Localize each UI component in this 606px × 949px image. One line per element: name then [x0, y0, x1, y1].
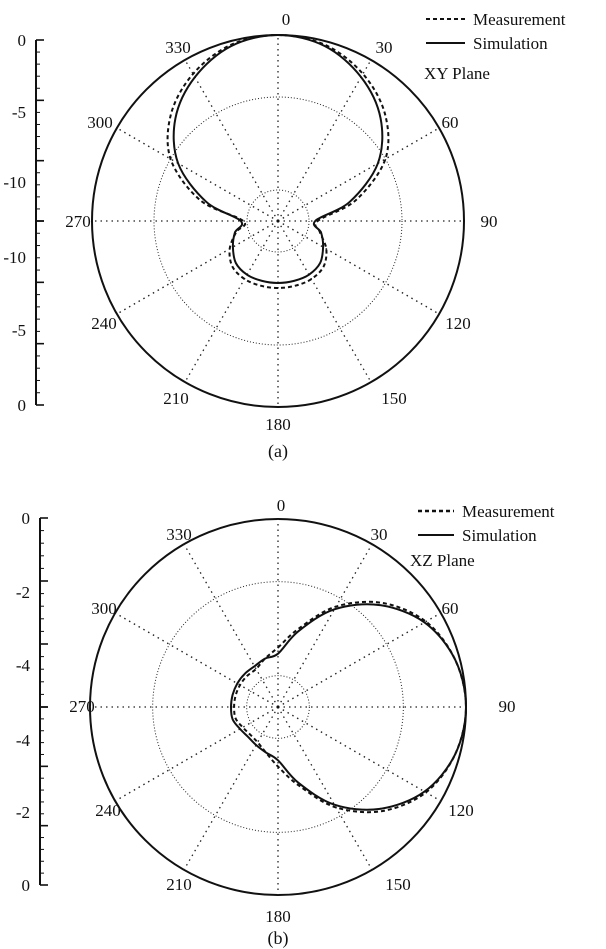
angle-label: 60: [442, 113, 459, 132]
radial-tick-label: 0: [18, 31, 27, 50]
legend-label-measurement: Measurement: [462, 502, 555, 521]
series-group-b: [229, 600, 468, 814]
radial-axis-a: 0 -5 -10 -10 -5 0: [3, 31, 44, 415]
grid-spoke: [277, 220, 440, 315]
angle-label: 270: [69, 697, 95, 716]
radial-axis-ticks-a: [36, 39, 44, 406]
radial-tick-label: -10: [3, 248, 26, 267]
angle-label: 330: [166, 525, 192, 544]
panel-caption-b: (b): [268, 928, 289, 949]
angle-label: 210: [166, 875, 192, 894]
grid-spoke: [184, 220, 279, 383]
angle-label: 150: [381, 389, 407, 408]
radial-tick-label: -2: [16, 583, 30, 602]
radial-tick-label: -5: [12, 103, 26, 122]
center-dot: [276, 705, 280, 709]
angle-label: 300: [87, 113, 113, 132]
grid-spoke: [184, 59, 279, 222]
radial-axis-b: 0 -2 -4 -4 -2 0: [16, 509, 48, 895]
grid-ring: [246, 675, 310, 739]
angle-label: 30: [371, 525, 388, 544]
series-measurement-line: [233, 600, 468, 814]
grid-spoke: [277, 127, 440, 222]
panel-b: 0 -2 -4 -4 -2 0 0 30 60 90 120 150 180 2…: [16, 496, 555, 949]
series-measurement-line: [166, 33, 390, 290]
angle-label: 120: [448, 801, 474, 820]
radial-tick-label: -5: [12, 321, 26, 340]
panel-a: 0 -5 -10 -10 -5 0 0 30 60 90 120 150 180…: [3, 10, 565, 462]
angle-label: 210: [163, 389, 189, 408]
angle-label: 90: [499, 697, 516, 716]
series-simulation-line: [172, 33, 384, 285]
grid-spoke: [114, 706, 279, 802]
legend-label-simulation: Simulation: [462, 526, 537, 545]
angle-label: 120: [445, 314, 471, 333]
legend-b: Measurement Simulation XZ Plane: [410, 502, 555, 570]
angle-label: 180: [265, 415, 291, 434]
grid-spoke: [114, 612, 279, 708]
angle-label: 240: [95, 801, 121, 820]
grid-spoke: [183, 543, 279, 708]
grid-spoke: [183, 706, 279, 871]
angle-label: 180: [265, 907, 291, 926]
angle-label: 0: [277, 496, 286, 515]
grid-spoke: [277, 220, 372, 383]
angle-label: 60: [442, 599, 459, 618]
radial-tick-label: -4: [16, 656, 31, 675]
angle-label: 240: [91, 314, 117, 333]
angle-label: 150: [385, 875, 411, 894]
series-group-a: [166, 33, 390, 290]
radial-tick-label: 0: [22, 509, 31, 528]
angle-labels-b: 0 30 60 90 120 150 180 210 240 270 300 3…: [69, 496, 515, 926]
grid-spoke: [277, 706, 442, 802]
panel-caption-a: (a): [268, 441, 288, 462]
angle-label: 0: [282, 10, 291, 29]
polar-grid-a: [91, 34, 465, 408]
plane-label-a: XY Plane: [424, 64, 490, 83]
angle-label: 30: [376, 38, 393, 57]
grid-spoke: [116, 220, 279, 315]
angle-label: 90: [481, 212, 498, 231]
angle-labels-a: 0 30 60 90 120 150 180 210 240 270 300 3…: [65, 10, 497, 434]
radial-tick-label: -10: [3, 173, 26, 192]
grid-ring: [246, 189, 310, 253]
legend-label-measurement: Measurement: [473, 10, 566, 29]
plane-label-b: XZ Plane: [410, 551, 475, 570]
angle-label: 300: [91, 599, 117, 618]
radial-axis-ticks-b: [40, 517, 48, 886]
angle-label: 270: [65, 212, 91, 231]
radial-tick-label: 0: [22, 876, 31, 895]
grid-ring: [152, 581, 404, 833]
center-dot: [276, 219, 280, 223]
legend-a: Measurement Simulation XY Plane: [424, 10, 566, 83]
legend-label-simulation: Simulation: [473, 34, 548, 53]
radial-tick-label: -4: [16, 731, 31, 750]
grid-spoke: [277, 59, 372, 222]
grid-spoke: [116, 127, 279, 222]
grid-spoke: [277, 612, 442, 708]
radial-tick-label: 0: [18, 396, 27, 415]
grid-spoke: [277, 543, 373, 708]
radial-tick-label: -2: [16, 803, 30, 822]
polar-grid-b: [89, 518, 467, 896]
angle-label: 330: [165, 38, 191, 57]
grid-spoke: [277, 706, 373, 871]
series-simulation-line: [229, 603, 468, 811]
